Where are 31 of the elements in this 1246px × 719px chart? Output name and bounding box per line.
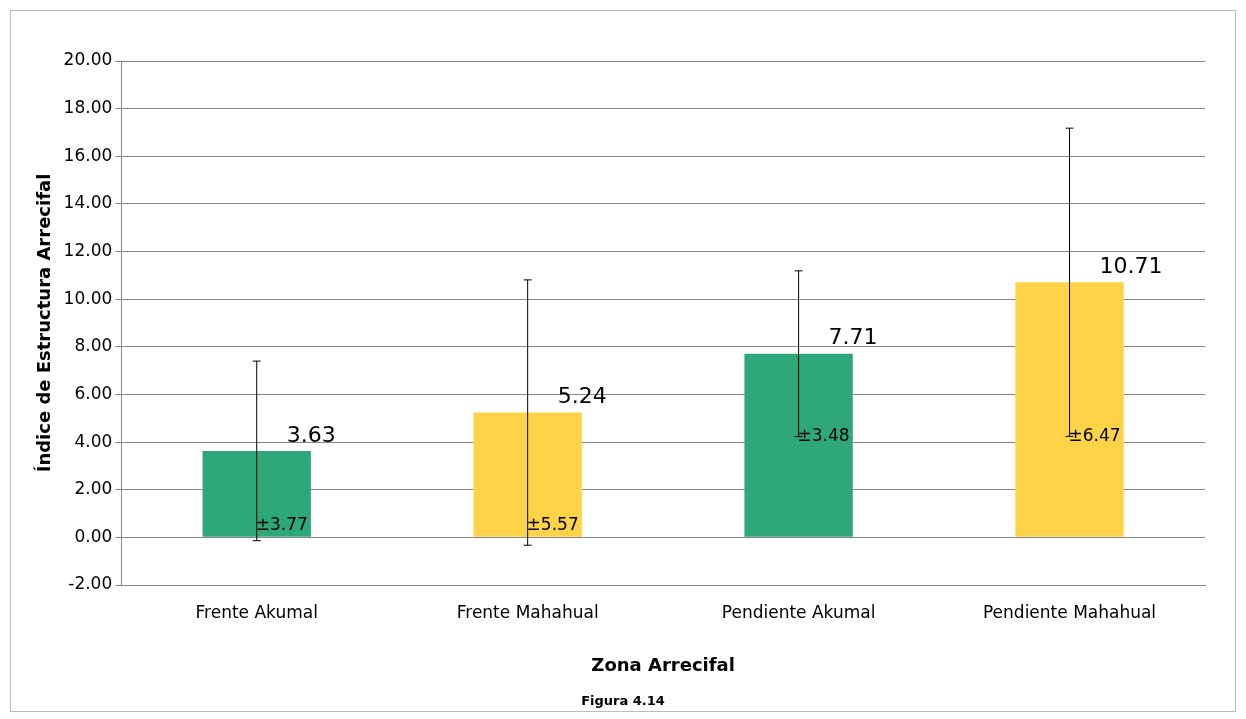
bar xyxy=(1015,282,1124,537)
data-label: 10.71 xyxy=(1099,252,1163,278)
y-tick-label: 10.00 xyxy=(63,287,113,308)
y-tick-label: 6.00 xyxy=(74,382,113,403)
y-tick-label: 18.00 xyxy=(63,97,113,118)
y-tick-label: 16.00 xyxy=(63,144,113,165)
data-label: 7.71 xyxy=(828,324,878,350)
annotation: ±5.57 xyxy=(526,513,579,534)
text: Figura 4.14 xyxy=(580,693,666,708)
y-tick-label: 0.00 xyxy=(74,525,113,546)
data-label: 5.24 xyxy=(557,383,607,409)
bar xyxy=(473,412,582,537)
x-tick-label: Frente Mahahual xyxy=(456,601,599,622)
y-tick-label: 8.00 xyxy=(74,335,113,356)
y-tick-label: 2.00 xyxy=(74,478,113,499)
x-axis-title: Zona Arrecifal xyxy=(591,653,735,675)
bar xyxy=(744,353,853,537)
x-tick-label: Pendiente Akumal xyxy=(721,601,876,622)
x-tick-label: Frente Akumal xyxy=(195,601,318,622)
y-axis-title: Índice de Estructura Arrecifal xyxy=(33,173,55,473)
data-label: 3.63 xyxy=(286,421,336,447)
y-tick-label: 4.00 xyxy=(74,430,113,451)
annotation: ±3.77 xyxy=(255,513,308,534)
x-tick-label: Pendiente Mahahual xyxy=(982,601,1157,622)
bar xyxy=(202,450,311,537)
y-tick-label: 20.00 xyxy=(63,49,113,70)
annotation: ±6.47 xyxy=(1068,424,1121,445)
annotation: ±3.48 xyxy=(797,425,850,446)
y-tick-label: 14.00 xyxy=(63,192,113,213)
y-tick-label: 12.00 xyxy=(63,239,113,260)
y-tick-label: -2.00 xyxy=(68,573,113,594)
